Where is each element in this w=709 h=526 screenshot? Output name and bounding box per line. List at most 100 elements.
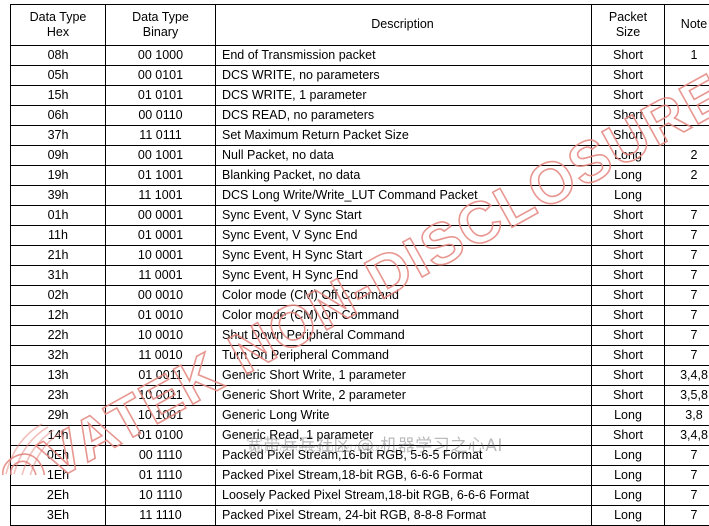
cell-note: 7 — [665, 286, 709, 306]
cell-note: 7 — [665, 246, 709, 266]
cell-packet-size: Short — [592, 366, 665, 386]
cell-data-type-hex: 2Eh — [11, 486, 106, 506]
cell-description: Sync Event, V Sync End — [216, 226, 592, 246]
cell-data-type-binary: 00 0110 — [106, 106, 216, 126]
cell-note — [665, 106, 709, 126]
cell-description: DCS WRITE, no parameters — [216, 66, 592, 86]
cell-data-type-binary: 01 1001 — [106, 166, 216, 186]
cell-data-type-hex: 23h — [11, 386, 106, 406]
cell-data-type-hex: 29h — [11, 406, 106, 426]
cell-packet-size: Long — [592, 486, 665, 506]
cell-description: Loosely Packed Pixel Stream,18-bit RGB, … — [216, 486, 592, 506]
cell-data-type-binary: 10 0010 — [106, 326, 216, 346]
cell-note: 3,4,8 — [665, 366, 709, 386]
cell-data-type-hex: 39h — [11, 186, 106, 206]
cell-packet-size: Long — [592, 166, 665, 186]
cell-data-type-binary: 10 0011 — [106, 386, 216, 406]
cell-note: 7 — [665, 266, 709, 286]
header-line-1: Description — [371, 17, 434, 31]
cell-description: Turn On Peripheral Command — [216, 346, 592, 366]
header-line-1: Data Type — [30, 10, 87, 24]
data-type-table-container: Data Type Hex Data Type Binary Descripti… — [10, 4, 700, 526]
cell-packet-size: Short — [592, 126, 665, 146]
cell-data-type-hex: 22h — [11, 326, 106, 346]
cell-note: 7 — [665, 326, 709, 346]
column-header-data-type-hex: Data Type Hex — [11, 5, 106, 46]
cell-description: Shut Down Peripheral Command — [216, 326, 592, 346]
cell-data-type-hex: 19h — [11, 166, 106, 186]
cell-data-type-hex: 06h — [11, 106, 106, 126]
cell-packet-size: Short — [592, 46, 665, 66]
cell-data-type-hex: 1Eh — [11, 466, 106, 486]
document-page: Data Type Hex Data Type Binary Descripti… — [0, 0, 709, 475]
cell-description: Sync Event, V Sync Start — [216, 206, 592, 226]
cell-packet-size: Short — [592, 286, 665, 306]
cell-packet-size: Long — [592, 506, 665, 526]
cell-note — [665, 186, 709, 206]
cell-data-type-hex: 01h — [11, 206, 106, 226]
cell-packet-size: Short — [592, 306, 665, 326]
cell-data-type-hex: 09h — [11, 146, 106, 166]
cell-data-type-binary: 01 0101 — [106, 86, 216, 106]
cell-description: Null Packet, no data — [216, 146, 592, 166]
cell-data-type-binary: 00 0101 — [106, 66, 216, 86]
header-line-1: Note — [681, 17, 707, 31]
header-line-1: Packet — [609, 10, 647, 24]
cell-description: Generic Short Write, 2 parameter — [216, 386, 592, 406]
cell-description: End of Transmission packet — [216, 46, 592, 66]
column-header-data-type-binary: Data Type Binary — [106, 5, 216, 46]
cell-description: Packed Pixel Stream,18-bit RGB, 6-6-6 Fo… — [216, 466, 592, 486]
cell-note: 2 — [665, 166, 709, 186]
column-header-note: Note — [665, 5, 709, 46]
cell-data-type-hex: 13h — [11, 366, 106, 386]
table-header: Data Type Hex Data Type Binary Descripti… — [11, 5, 709, 46]
data-type-table: Data Type Hex Data Type Binary Descripti… — [10, 4, 709, 526]
cell-data-type-binary: 11 0001 — [106, 266, 216, 286]
cell-description: Color mode (CM) Off Command — [216, 286, 592, 306]
cell-note: 7 — [665, 346, 709, 366]
cell-description: Generic Short Write, 1 parameter — [216, 366, 592, 386]
cell-packet-size: Short — [592, 206, 665, 226]
cell-data-type-binary: 00 1001 — [106, 146, 216, 166]
cell-description: Packed Pixel Stream,16-bit RGB, 5-6-5 Fo… — [216, 446, 592, 466]
cell-note: 3,8 — [665, 406, 709, 426]
cell-packet-size: Long — [592, 466, 665, 486]
cell-data-type-hex: 15h — [11, 86, 106, 106]
cell-note: 7 — [665, 206, 709, 226]
cell-description: Sync Event, H Sync Start — [216, 246, 592, 266]
header-line-2: Hex — [47, 25, 69, 39]
cell-packet-size: Short — [592, 86, 665, 106]
cell-note: 2 — [665, 146, 709, 166]
header-line-2: Binary — [143, 25, 178, 39]
cell-data-type-binary: 10 1001 — [106, 406, 216, 426]
table-header-row: Data Type Hex Data Type Binary Descripti… — [11, 5, 709, 46]
cell-description: Sync Event, H Sync End — [216, 266, 592, 286]
cell-description: Packed Pixel Stream, 24-bit RGB, 8-8-8 F… — [216, 506, 592, 526]
cell-note: 1 — [665, 46, 709, 66]
cell-data-type-binary: 01 1110 — [106, 466, 216, 486]
cell-data-type-binary: 11 0010 — [106, 346, 216, 366]
cell-packet-size: Short — [592, 226, 665, 246]
cell-note: 7 — [665, 306, 709, 326]
cell-description: DCS READ, no parameters — [216, 106, 592, 126]
cell-data-type-binary: 01 0001 — [106, 226, 216, 246]
cell-data-type-binary: 10 1110 — [106, 486, 216, 506]
cell-description: Generic Long Write — [216, 406, 592, 426]
cell-packet-size: Short — [592, 66, 665, 86]
cell-note — [665, 86, 709, 106]
cell-description: Set Maximum Return Packet Size — [216, 126, 592, 146]
cell-data-type-hex: 12h — [11, 306, 106, 326]
cell-data-type-binary: 01 0011 — [106, 366, 216, 386]
